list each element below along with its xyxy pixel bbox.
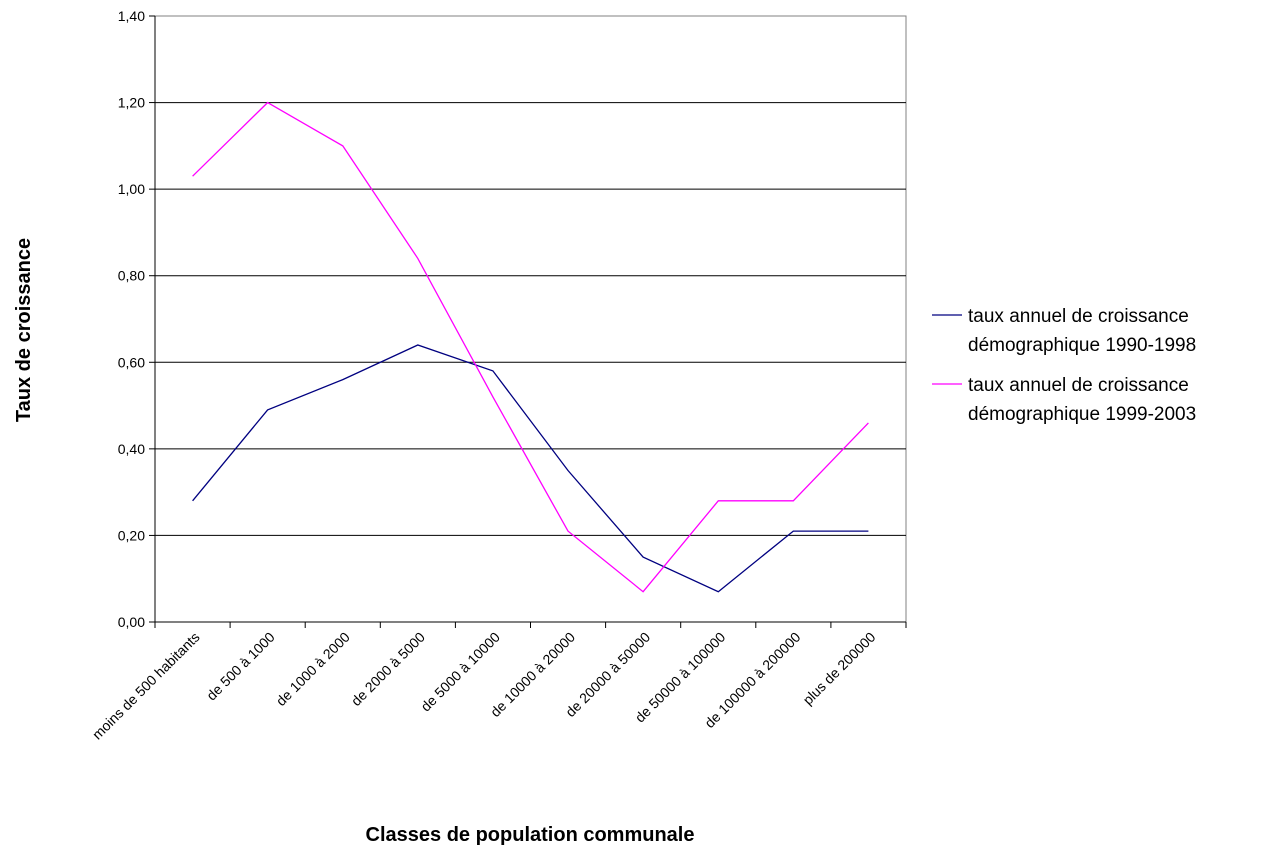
x-axis-title: Classes de population communale: [366, 824, 695, 846]
legend-label-series-2-line-1: taux annuel de croissance: [968, 375, 1189, 396]
y-tick-label: 0,00: [118, 614, 145, 630]
legend-label-series-2-line-2: démographique 1999-2003: [968, 404, 1196, 425]
legend-label-series-1-line-1: taux annuel de croissance: [968, 306, 1189, 327]
x-tick-label: de 500 à 1000: [203, 629, 278, 704]
series-lines: [192, 101, 869, 593]
y-tick-labels: 0,00 0,20 0,40 0,60 0,80 1,00 1,20 1,40: [118, 8, 145, 630]
legend: taux annuel de croissance démographique …: [932, 306, 1196, 425]
x-tick-label: de 2000 à 5000: [348, 629, 428, 709]
series-line-2: [192, 101, 869, 593]
axes: [149, 15, 907, 628]
y-tick-label: 1,40: [118, 8, 145, 24]
y-tick-label: 0,60: [118, 354, 145, 370]
y-tick-label: 1,20: [118, 95, 145, 111]
y-axis-title: Taux de croissance: [13, 238, 35, 422]
y-tick-label: 0,40: [118, 441, 145, 457]
y-tick-label: 1,00: [118, 181, 145, 197]
x-tick-label: de 1000 à 2000: [273, 629, 353, 709]
series-line-1: [192, 344, 869, 593]
x-tick-label: de 5000 à 10000: [417, 629, 503, 715]
legend-label-series-1-line-2: démographique 1990-1998: [968, 335, 1196, 356]
y-tick-label: 0,20: [118, 527, 145, 543]
x-tick-label: moins de 500 habitants: [89, 629, 203, 743]
y-tick-label: 0,80: [118, 268, 145, 284]
x-tick-label: plus de 200000: [800, 629, 879, 708]
